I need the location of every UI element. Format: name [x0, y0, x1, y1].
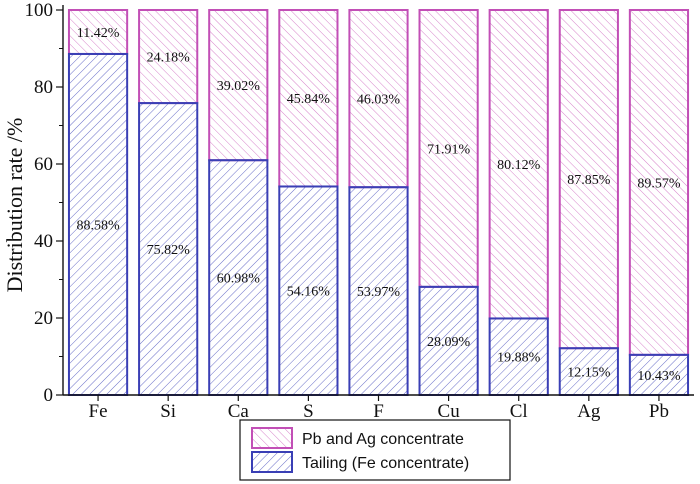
bar-tailing-ca — [208, 159, 269, 396]
bar-tailing-fe — [67, 52, 129, 396]
data-label-tailing-ca: 60.98% — [217, 272, 261, 287]
x-tick-label-pb: Pb — [649, 401, 669, 422]
x-tick-label-s: S — [303, 401, 314, 422]
legend-swatch-concentrate — [251, 427, 293, 449]
legend-label-tailing: Tailing (Fe concentrate) — [302, 455, 469, 472]
data-label-tailing-ag: 12.15% — [567, 366, 611, 381]
plot-area: 11.42% 88.58% 24.18% 75.82% 39.02% 60.98% 45.8… — [67, 9, 690, 397]
data-label-concentrate-ca: 39.02% — [217, 79, 261, 94]
x-tick-label-cl: Cl — [510, 401, 528, 422]
x-axis: Fe Si Ca S F Cu Cl Ag Pb — [63, 394, 694, 422]
data-label-tailing-s: 54.16% — [287, 285, 331, 300]
y-tick-label: 80 — [34, 77, 53, 98]
legend-swatch-tailing — [251, 451, 293, 473]
y-axis: 0 20 40 60 80 100 — [25, 0, 64, 406]
legend: Pb and Ag concentrate Tailing (Fe concen… — [239, 419, 511, 481]
data-label-concentrate-s: 45.84% — [287, 92, 331, 107]
x-tick-label-ag: Ag — [577, 401, 601, 422]
bar-tailing-f — [348, 186, 409, 396]
data-label-concentrate-si: 24.18% — [147, 51, 191, 66]
x-tick-label-cu: Cu — [438, 401, 461, 422]
bar-tailing-s — [278, 185, 339, 396]
y-tick-label: 40 — [34, 231, 53, 252]
data-label-concentrate-ag: 87.85% — [567, 173, 611, 188]
bar-tailing-ag — [558, 347, 619, 397]
y-axis-label: Distribution rate /% — [2, 118, 27, 293]
bar-tailing-si — [138, 102, 199, 397]
y-tick-label: 0 — [44, 385, 54, 406]
data-label-concentrate-pb: 89.57% — [637, 176, 681, 191]
data-label-concentrate-cu: 71.91% — [427, 142, 471, 157]
bar-concentrate-cu — [418, 9, 479, 288]
y-tick-label: 60 — [34, 154, 53, 175]
bar-concentrate-pb — [628, 9, 690, 356]
x-tick-label-ca: Ca — [228, 401, 250, 422]
x-tick-label-f: F — [373, 401, 384, 422]
y-tick-label: 20 — [34, 308, 53, 329]
data-label-concentrate-fe: 11.42% — [77, 26, 120, 41]
bar-tailing-cl — [488, 317, 549, 397]
x-tick-label-si: Si — [160, 401, 176, 422]
data-label-concentrate-f: 46.03% — [357, 93, 401, 108]
data-label-tailing-pb: 10.43% — [637, 369, 681, 384]
data-label-tailing-si: 75.82% — [147, 243, 191, 258]
data-label-tailing-cu: 28.09% — [427, 335, 471, 350]
data-label-tailing-f: 53.97% — [357, 285, 401, 300]
x-tick-label-fe: Fe — [89, 401, 108, 422]
data-label-concentrate-cl: 80.12% — [497, 158, 541, 173]
data-label-tailing-cl: 19.88% — [497, 351, 541, 366]
data-label-tailing-fe: 88.58% — [76, 218, 120, 233]
y-tick-label: 100 — [25, 0, 54, 21]
bar-tailing-cu — [418, 285, 479, 396]
legend-label-concentrate: Pb and Ag concentrate — [302, 431, 464, 448]
